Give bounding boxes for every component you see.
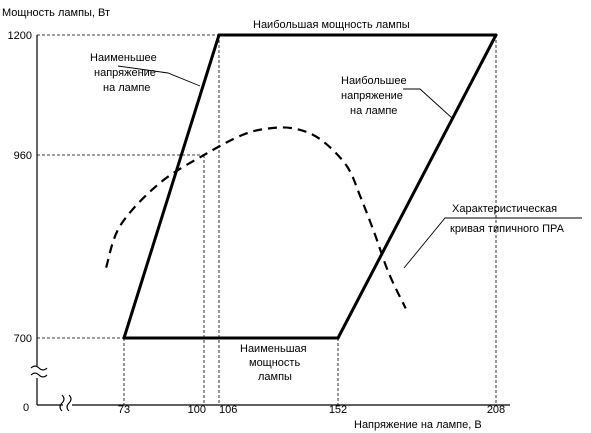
max-voltage-label-line-1: Наибольшее [341,75,407,87]
max-voltage-label-line-3: на лампе [350,105,397,117]
dashed-guide-lines [37,34,497,405]
ballast-label-line-2: кривая типичного ПРА [450,223,565,235]
max-voltage-label-line-2: напряжение [341,90,403,102]
min-power-label-line-2: мощность [249,357,300,369]
max-voltage-line [336,33,498,340]
ballast-label-line-1: Характеристическая [452,203,557,215]
y-tick-960: 960 [14,150,32,162]
min-power-label: Наименьшая мощность лампы [240,343,307,383]
leader-max-voltage [403,88,453,119]
y-tick-700: 700 [14,333,32,345]
max-voltage-label: Наибольшее напряжение на лампе [341,75,407,117]
x-axis-break [59,394,72,412]
leader-ballast [403,217,582,269]
x-tick-100: 100 [188,404,206,416]
x-axis-title: Напряжение на лампе, В [354,419,482,431]
power-voltage-parallelogram [122,33,498,340]
x-tick-73: 73 [118,404,130,416]
min-voltage-label-line-2: напряжение [94,67,156,79]
min-power-label-line-3: лампы [258,371,292,383]
x-tick-208: 208 [487,404,505,416]
y-tick-labels: 700 960 1200 [8,30,32,345]
axes [30,35,510,412]
y-axis-break [30,365,48,378]
min-voltage-label: Наименьшее напряжение на лампе [90,52,157,94]
y-axis-title: Мощность лампы, Вт [2,7,110,19]
min-voltage-label-line-1: Наименьшее [90,52,157,64]
max-power-label: Наибольшая мощность лампы [253,19,410,31]
min-voltage-label-line-3: на лампе [103,82,150,94]
min-power-label-line-1: Наименьшая [240,343,307,355]
ballast-label: Характеристическая кривая типичного ПРА [450,203,565,235]
leader-min-voltage [117,65,201,87]
x-tick-106: 106 [219,404,237,416]
origin-label: 0 [23,402,29,414]
min-voltage-line [122,33,221,340]
y-tick-1200: 1200 [8,30,32,42]
annotation-leaders [117,65,582,269]
x-tick-labels: 73 100 106 152 208 [118,404,505,416]
x-tick-152: 152 [329,404,347,416]
ballast-curve [105,126,407,309]
